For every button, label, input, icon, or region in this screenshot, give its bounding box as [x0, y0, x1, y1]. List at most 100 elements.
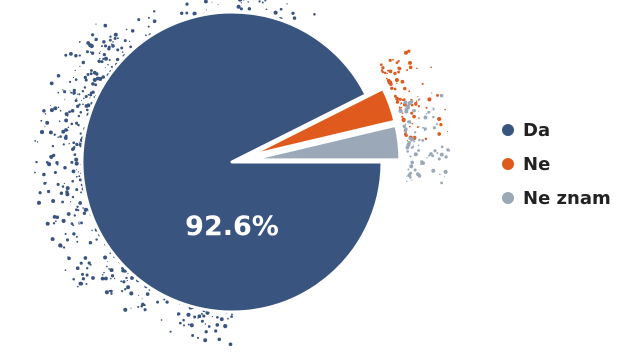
- splatter-dot: [81, 277, 86, 281]
- splatter-dot: [403, 100, 408, 105]
- splatter-dot: [42, 172, 46, 177]
- splatter-dot: [404, 130, 408, 134]
- splatter-dot: [230, 315, 233, 318]
- splatter-dot: [62, 143, 65, 146]
- splatter-dot: [406, 150, 410, 153]
- splatter-dot: [444, 108, 446, 111]
- splatter-dot: [439, 152, 444, 157]
- splatter-dot: [160, 319, 163, 321]
- splatter-dot: [49, 154, 54, 159]
- splatter-dot: [61, 200, 64, 204]
- splatter-dot: [103, 276, 108, 281]
- splatter-dot: [71, 195, 75, 199]
- splatter-dot: [410, 160, 415, 165]
- splatter-dot: [405, 133, 408, 135]
- splatter-dot: [443, 169, 448, 174]
- splatter-dot: [423, 129, 426, 132]
- splatter-dot: [264, 0, 267, 2]
- splatter-dot: [404, 123, 407, 126]
- splatter-dot: [72, 141, 76, 145]
- splatter-dot: [75, 121, 79, 125]
- splatter-dot: [76, 104, 80, 108]
- splatter-dot: [101, 45, 103, 48]
- splatter-dot: [82, 103, 84, 106]
- splatter-dot: [193, 315, 197, 319]
- splatter-dot: [103, 271, 105, 274]
- splatter-dot: [239, 7, 243, 11]
- splatter-dot: [292, 16, 297, 20]
- splatter-dot: [187, 323, 190, 326]
- splatter-dot: [89, 97, 91, 99]
- splatter-dot: [405, 180, 408, 183]
- splatter-dot: [192, 11, 197, 16]
- splatter-dot: [407, 120, 412, 124]
- splatter-dot: [387, 69, 389, 72]
- splatter-dot: [379, 63, 383, 67]
- splatter-dot: [404, 107, 409, 112]
- legend-swatch-da: [502, 124, 514, 136]
- splatter-dot: [408, 90, 411, 93]
- splatter-dot: [217, 337, 222, 342]
- splatter-dot: [123, 39, 127, 43]
- splatter-dot: [85, 273, 89, 277]
- splatter-dot: [40, 119, 43, 122]
- splatter-dot: [397, 66, 402, 71]
- splatter-dot: [407, 49, 411, 53]
- splatter-dot: [433, 149, 437, 153]
- splatter-dot: [65, 186, 70, 191]
- splatter-dot: [64, 53, 68, 57]
- splatter-dot: [261, 1, 264, 4]
- splatter-dot: [81, 272, 84, 276]
- splatter-dot: [227, 317, 229, 320]
- splatter-dot: [398, 108, 403, 114]
- splatter-dot: [64, 99, 66, 101]
- splatter-dot: [395, 61, 399, 65]
- splatter-dot: [44, 125, 46, 127]
- splatter-dot: [64, 118, 69, 123]
- splatter-dot: [313, 13, 316, 16]
- splatter-dot: [75, 235, 78, 238]
- splatter-dot: [286, 3, 288, 5]
- splatter-dot: [418, 98, 421, 101]
- splatter-dot: [398, 106, 401, 109]
- legend-swatch-ne-znam: [502, 192, 514, 204]
- splatter-dot: [185, 2, 189, 6]
- splatter-dot: [152, 10, 156, 13]
- splatter-dot: [129, 45, 133, 49]
- splatter-dot: [94, 83, 98, 87]
- splatter-dot: [78, 141, 80, 143]
- splatter-dot: [95, 76, 100, 81]
- splatter-dot: [102, 53, 106, 57]
- splatter-dot: [448, 149, 451, 152]
- splatter-dot: [203, 0, 208, 4]
- splatter-dot: [392, 58, 395, 61]
- splatter-dot: [52, 215, 57, 219]
- splatter-dot: [418, 138, 421, 142]
- splatter-dot: [89, 263, 92, 266]
- splatter-dot: [418, 117, 420, 119]
- splatter-dot: [50, 104, 52, 106]
- splatter-dot: [444, 155, 448, 159]
- splatter-dot: [45, 221, 50, 226]
- splatter-dot: [204, 330, 208, 334]
- splatter-dot: [87, 93, 90, 96]
- splatter-dot: [78, 54, 81, 57]
- splatter-dot: [214, 329, 218, 333]
- splatter-dot: [388, 58, 392, 62]
- splatter-dot: [397, 60, 400, 63]
- splatter-dot: [48, 130, 53, 135]
- splatter-dot: [76, 240, 79, 243]
- splatter-dot: [426, 157, 428, 159]
- splatter-dot: [389, 80, 393, 84]
- splatter-dot: [58, 120, 61, 123]
- splatter-dot: [35, 160, 38, 164]
- splatter-dot: [74, 69, 76, 72]
- splatter-dot: [440, 181, 443, 185]
- splatter-dot: [53, 106, 58, 111]
- splatter-dot: [81, 90, 85, 93]
- splatter-dot: [156, 300, 160, 304]
- splatter-dot: [406, 69, 409, 72]
- splatter-dot: [64, 112, 69, 117]
- splatter-dot: [200, 319, 204, 323]
